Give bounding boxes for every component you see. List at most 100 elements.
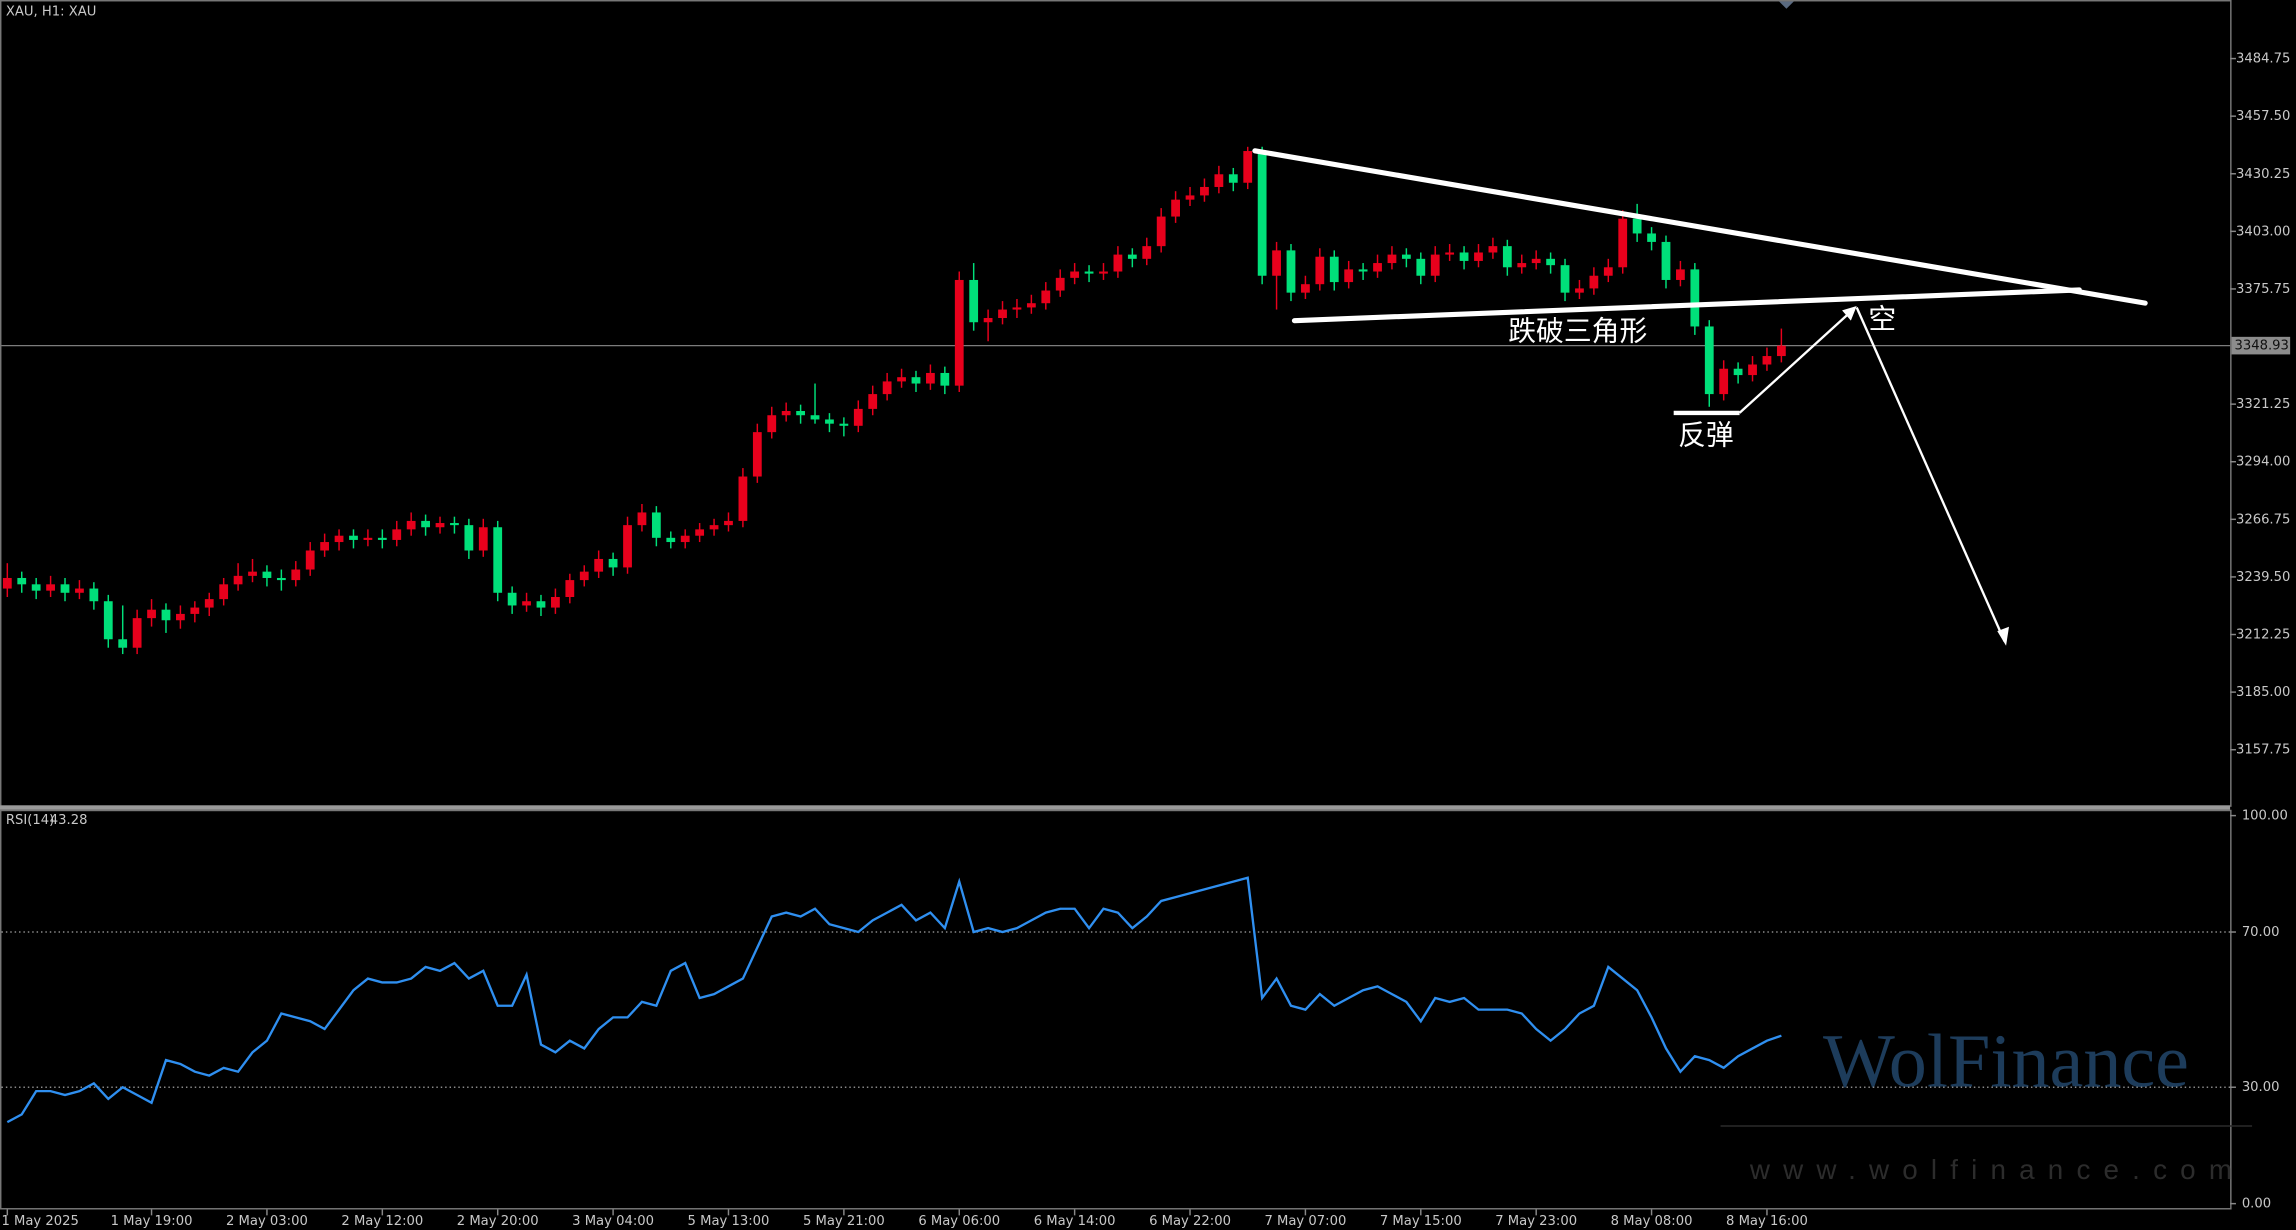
candle-body <box>911 377 921 384</box>
candle-body <box>1488 246 1498 253</box>
candle-body <box>377 537 387 540</box>
candle-body <box>1733 368 1743 376</box>
chart-title: XAU, H1: XAU <box>6 5 97 20</box>
candle-body <box>493 527 503 593</box>
candle-body <box>594 558 604 572</box>
candle-body <box>1344 269 1354 283</box>
lower-trendline <box>1291 287 2082 324</box>
candle-body <box>1704 326 1714 395</box>
candle-body <box>147 609 156 619</box>
candle-body <box>262 571 272 578</box>
candle-body <box>1301 284 1310 293</box>
candle-body <box>89 588 99 602</box>
scroll-marker <box>1779 1 1794 9</box>
candle-body <box>1171 199 1180 217</box>
candle-body <box>276 577 286 581</box>
candle-body <box>161 609 171 621</box>
candle-body <box>103 601 113 640</box>
candle-body <box>421 520 430 528</box>
candle-body <box>1055 277 1065 291</box>
x-tick-label: 2 May 12:00 <box>341 1214 423 1229</box>
candle-body <box>1286 250 1296 293</box>
candle-body <box>882 381 892 395</box>
y-tick-label: 3457.50 <box>2236 109 2290 124</box>
candle-body <box>522 601 531 606</box>
candle-body <box>1315 256 1325 285</box>
candle-body <box>60 584 70 593</box>
x-tick-label: 7 May 07:00 <box>1264 1214 1346 1229</box>
x-tick-label: 6 May 14:00 <box>1034 1214 1116 1229</box>
rsi-title: RSI(14) <box>6 813 54 828</box>
candle-body <box>1603 267 1613 276</box>
candle-body <box>868 394 878 409</box>
upper-trendline <box>1252 148 2148 306</box>
candle-body <box>940 372 950 386</box>
rebound-arrow <box>1738 308 1855 414</box>
candle-body <box>1012 307 1022 310</box>
candle-body <box>1373 263 1382 272</box>
candle-body <box>926 372 935 384</box>
candle-body <box>767 415 777 433</box>
candle-body <box>1156 216 1166 247</box>
rsi-tick-label: 30.00 <box>2242 1080 2280 1095</box>
x-tick-label: 8 May 16:00 <box>1726 1214 1808 1229</box>
candle-body <box>796 411 805 416</box>
candle-body <box>998 309 1007 319</box>
candle-body <box>724 520 733 526</box>
candle-body <box>1575 288 1584 293</box>
x-tick-label: 2 May 03:00 <box>226 1214 308 1229</box>
last-price-label: 3348.93 <box>2235 339 2289 354</box>
candle-body <box>709 525 719 530</box>
x-tick-label: 1 May 19:00 <box>111 1214 193 1229</box>
y-tick-label: 3266.75 <box>2236 512 2290 527</box>
y-tick-label: 3403.00 <box>2236 224 2290 239</box>
candle-body <box>781 411 791 416</box>
candle-body <box>1517 263 1527 268</box>
candle-body <box>219 584 229 600</box>
candle-body <box>363 537 373 540</box>
y-tick-label: 3375.75 <box>2236 282 2290 297</box>
candle-body <box>1445 252 1455 255</box>
candle-body <box>1661 241 1671 280</box>
candle-body <box>839 423 849 426</box>
watermark-url: www.wolfinance.com <box>1749 1154 2245 1185</box>
annotations: 跌破三角形 反弹 空 <box>1252 148 2148 646</box>
x-tick-label: 7 May 15:00 <box>1380 1214 1462 1229</box>
candle-body <box>1084 271 1094 274</box>
y-tick-label: 3212.25 <box>2236 628 2290 643</box>
candle-body <box>204 599 214 608</box>
candle-body <box>1070 271 1080 278</box>
candle-body <box>132 618 142 648</box>
candle-body <box>752 432 762 477</box>
annotation: 空 <box>1868 303 1896 336</box>
y-tick-label: 3321.25 <box>2236 397 2290 412</box>
candle-body <box>983 318 993 323</box>
watermark-brand: WolFinance <box>1823 1019 2189 1103</box>
candle-body <box>478 527 488 551</box>
candle-body <box>1676 269 1685 280</box>
candle-body <box>1560 265 1570 293</box>
rsi-tick-label: 0.00 <box>2242 1197 2271 1212</box>
candle-body <box>1127 254 1137 259</box>
candle-body <box>1185 195 1195 200</box>
candle-body <box>536 601 546 608</box>
arrow-head <box>1842 306 1857 321</box>
candle-body <box>1589 275 1599 289</box>
candle-body <box>320 542 330 551</box>
candle-body <box>305 550 315 570</box>
candle-body <box>1546 258 1555 266</box>
candle-body <box>1329 256 1339 283</box>
candle-body <box>392 529 402 540</box>
candle-body <box>825 419 834 424</box>
candle-body <box>1416 258 1426 276</box>
candle-body <box>1762 356 1772 365</box>
candle-body <box>1459 252 1469 261</box>
rsi-pane-frame <box>0 809 2232 1210</box>
y-tick-label: 3430.25 <box>2236 167 2290 182</box>
candle-body <box>248 571 257 576</box>
candle-body <box>349 535 358 540</box>
candle-body <box>1142 246 1152 259</box>
candle-body <box>1041 290 1051 304</box>
